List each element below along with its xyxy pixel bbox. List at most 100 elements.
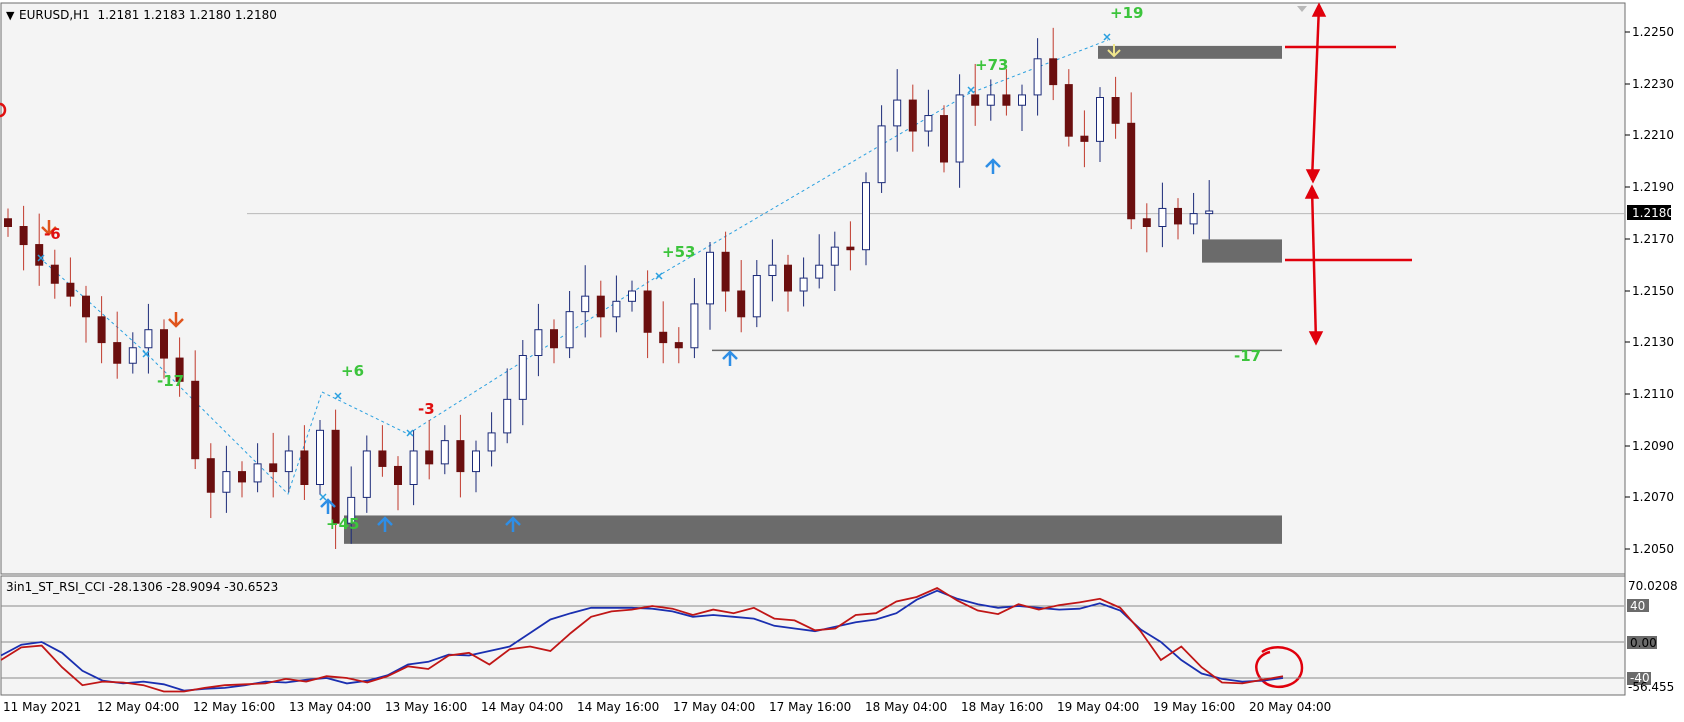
candle-body[interactable] <box>1127 122 1136 220</box>
candle-body[interactable] <box>596 295 605 318</box>
candle-body[interactable] <box>206 458 215 493</box>
candle-body[interactable] <box>487 432 496 452</box>
candle-body[interactable] <box>862 182 870 251</box>
candle-body[interactable] <box>503 398 512 434</box>
candle-body[interactable] <box>440 440 449 465</box>
candle-body[interactable] <box>316 429 324 486</box>
candle-body[interactable] <box>721 251 730 292</box>
candle-body[interactable] <box>1080 135 1089 142</box>
candle-body[interactable] <box>877 125 886 184</box>
candle-body[interactable] <box>565 311 574 349</box>
buy-arrow-icon[interactable] <box>505 516 521 532</box>
candle-body[interactable] <box>191 380 200 460</box>
indicator-panel[interactable] <box>0 575 1626 696</box>
candle-body[interactable] <box>737 290 746 318</box>
candle-body[interactable] <box>986 94 995 106</box>
candle-body[interactable] <box>1158 207 1167 228</box>
candle-body[interactable] <box>690 303 699 349</box>
candle-body[interactable] <box>799 277 808 292</box>
supply-demand-zone[interactable] <box>1098 45 1282 59</box>
candle-body[interactable] <box>534 329 543 357</box>
candle-body[interactable] <box>19 226 28 246</box>
candle-body[interactable] <box>331 429 340 524</box>
candle-body[interactable] <box>1002 94 1011 106</box>
candle-body[interactable] <box>425 450 434 465</box>
indicator-axis-max: 70.0208 <box>1628 579 1678 593</box>
candle-body[interactable] <box>1064 84 1073 137</box>
supply-demand-zone[interactable] <box>1202 239 1282 263</box>
candle-body[interactable] <box>1142 218 1151 227</box>
sell-arrow-icon[interactable] <box>41 220 57 236</box>
candle-body[interactable] <box>643 290 652 333</box>
candle-body[interactable] <box>768 264 777 277</box>
candle-body[interactable] <box>1096 97 1104 142</box>
sell-arrow-icon[interactable] <box>168 312 184 328</box>
candle-body[interactable] <box>253 463 262 483</box>
candle-body[interactable] <box>238 471 246 483</box>
candle-body[interactable] <box>1189 213 1198 225</box>
candle-body[interactable] <box>612 300 621 318</box>
collapse-triangle-icon[interactable]: ▼ <box>6 9 15 22</box>
candle-body[interactable] <box>409 450 418 485</box>
supply-demand-zone[interactable] <box>344 515 1282 544</box>
candle-body[interactable] <box>1018 94 1026 106</box>
buy-arrow-icon[interactable] <box>320 498 336 514</box>
candle-body[interactable] <box>175 357 184 382</box>
candle-body[interactable] <box>1049 58 1058 86</box>
candle-body[interactable] <box>222 471 231 493</box>
candle-body[interactable] <box>581 295 590 313</box>
candle-body[interactable] <box>160 329 168 359</box>
candle-body[interactable] <box>35 244 44 266</box>
candle-body[interactable] <box>456 440 465 473</box>
candle-body[interactable] <box>128 347 137 364</box>
candle-body[interactable] <box>955 94 964 163</box>
candle-body[interactable] <box>472 450 480 473</box>
candle-body[interactable] <box>752 275 761 318</box>
candle-body[interactable] <box>706 251 714 305</box>
candle-body[interactable] <box>908 99 917 132</box>
candle-body[interactable] <box>893 99 902 127</box>
candle-body[interactable] <box>971 94 980 106</box>
candle-body[interactable] <box>830 246 839 266</box>
candle-body[interactable] <box>940 115 948 163</box>
buy-arrow-icon[interactable] <box>722 350 738 366</box>
candle-body[interactable] <box>1174 207 1182 225</box>
candle-body[interactable] <box>674 342 683 349</box>
candle-body[interactable] <box>784 264 792 292</box>
time-axis-label: 14 May 04:00 <box>481 700 563 714</box>
indicator-axis-min: -56.455 <box>1628 680 1674 694</box>
price-axis-label: 1.2190 <box>1632 180 1674 194</box>
candle-body[interactable] <box>846 246 855 251</box>
candle-body[interactable] <box>113 342 122 364</box>
candle-body[interactable] <box>50 264 59 284</box>
buy-arrow-icon[interactable] <box>377 516 393 532</box>
candle-body[interactable] <box>1111 97 1120 124</box>
chart-shift-icon[interactable] <box>1297 6 1307 12</box>
candle-body[interactable] <box>284 450 293 473</box>
buy-arrow-icon[interactable] <box>985 158 1001 174</box>
candle-body[interactable] <box>269 463 278 473</box>
time-axis-label: 13 May 16:00 <box>385 700 467 714</box>
candle-body[interactable] <box>144 329 153 349</box>
candle-body[interactable] <box>518 355 527 400</box>
candle-body[interactable] <box>924 115 933 132</box>
signal-marker-icon <box>142 350 150 358</box>
candle-body[interactable] <box>82 295 90 318</box>
candle-body[interactable] <box>550 329 558 349</box>
candle-body[interactable] <box>1033 58 1042 96</box>
candle-body[interactable] <box>66 282 75 297</box>
candle-body[interactable] <box>815 264 824 279</box>
candle-body[interactable] <box>347 496 356 524</box>
candle-body[interactable] <box>378 450 387 467</box>
candle-body[interactable] <box>4 218 12 227</box>
exit-arrow-icon <box>1107 44 1121 58</box>
candle-body[interactable] <box>659 331 668 344</box>
candle-body[interactable] <box>628 290 636 302</box>
candle-body[interactable] <box>97 316 106 344</box>
candle-body[interactable] <box>1205 210 1214 215</box>
candle-body[interactable] <box>300 450 309 485</box>
candle-body[interactable] <box>362 450 371 498</box>
main-chart-panel[interactable] <box>0 2 1626 575</box>
candle-body[interactable] <box>394 465 402 486</box>
